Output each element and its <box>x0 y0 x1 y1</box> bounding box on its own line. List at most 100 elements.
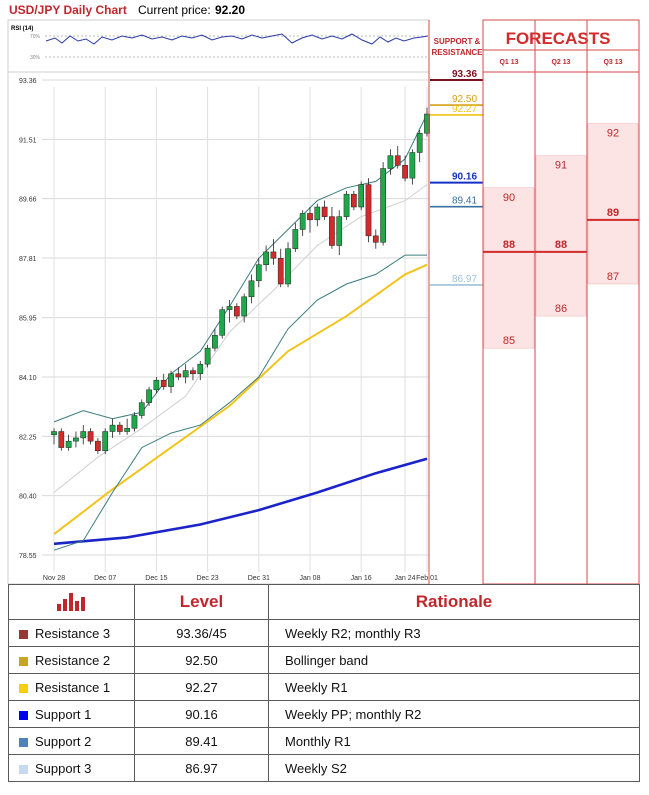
candle-body <box>131 415 138 429</box>
forecast-range <box>587 123 639 285</box>
candle-body <box>255 264 262 282</box>
y-tick-label: 93.36 <box>19 78 37 85</box>
forecast-low: 86 <box>555 303 567 315</box>
level-color-swatch <box>19 710 28 720</box>
levels-table: Level Rationale Resistance 3 93.36/45 Week… <box>8 584 640 782</box>
level-value: 92.27 <box>134 673 269 701</box>
bar-chart-icon <box>56 593 87 611</box>
candle-body <box>299 213 306 230</box>
sr-header-line2: RESISTANCE <box>432 48 484 57</box>
x-tick-label: Nov 28 <box>43 575 65 582</box>
candle-body <box>270 251 277 259</box>
candle-body <box>248 280 255 298</box>
y-tick-label: 80.40 <box>19 494 37 501</box>
x-tick-label: Dec 07 <box>94 575 116 582</box>
candle-body <box>58 431 65 448</box>
candle-body <box>307 213 313 221</box>
candle-body <box>80 431 87 439</box>
candle-body <box>124 428 130 432</box>
current-price-label: Current price: <box>138 3 211 17</box>
price-chart: USD/JPY Daily Chart Current price: 92.20… <box>7 3 640 584</box>
level-name: Resistance 1 <box>35 679 111 695</box>
level-name-cell: Support 1 <box>8 700 135 728</box>
level-value: 90.16 <box>134 700 269 728</box>
candle-body <box>146 389 152 403</box>
forecast-range <box>535 155 587 317</box>
price-plot-area <box>42 87 429 571</box>
table-row: Support 3 86.97 Weekly S2 <box>8 754 640 782</box>
candle-body <box>51 431 57 435</box>
candle-body <box>292 229 299 249</box>
candle-body <box>65 440 72 448</box>
level-color-swatch <box>19 737 28 747</box>
candle-body <box>277 258 284 285</box>
candle-body <box>197 363 204 375</box>
forecast-mid: 88 <box>503 239 515 251</box>
candle-body <box>365 184 372 237</box>
candle-body <box>102 431 109 452</box>
candle-body <box>87 431 94 442</box>
forecast-high: 92 <box>607 128 619 140</box>
table-row: Resistance 1 92.27 Weekly R1 <box>8 673 640 701</box>
candle-body <box>263 251 269 265</box>
level-color-swatch <box>19 683 28 693</box>
forecast-high: 91 <box>555 160 567 172</box>
forecast-column-label: Q2 13 <box>551 59 570 66</box>
level-rationale: Weekly R1 <box>268 673 640 701</box>
y-tick-label: 78.55 <box>19 553 37 560</box>
level-name: Resistance 2 <box>35 652 111 668</box>
rsi-tick-70: 70% <box>30 34 41 40</box>
chart-title: USD/JPY Daily Chart <box>9 3 127 17</box>
y-tick-label: 87.81 <box>19 256 37 263</box>
x-tick-label: Dec 23 <box>196 575 218 582</box>
candle-body <box>109 424 116 432</box>
level-rationale: Weekly S2 <box>268 754 640 782</box>
candle-body <box>219 309 226 336</box>
y-tick-label: 89.66 <box>19 197 37 204</box>
rsi-label: RSI (14) <box>11 26 33 32</box>
table-row: Support 2 89.41 Monthly R1 <box>8 727 640 755</box>
level-color-swatch <box>19 656 28 666</box>
forecast-mid: 88 <box>555 239 567 251</box>
candle-body <box>160 379 167 387</box>
y-tick-label: 82.25 <box>19 434 37 441</box>
level-label: 89.41 <box>452 196 477 207</box>
candle-body <box>190 370 196 375</box>
x-tick-label: Dec 31 <box>248 575 270 582</box>
candle-body <box>175 373 182 378</box>
table-header-row: Level Rationale <box>8 584 640 620</box>
level-rationale: Weekly R2; monthly R3 <box>268 619 640 647</box>
rsi-line <box>45 33 429 45</box>
level-name-cell: Support 2 <box>8 727 135 755</box>
level-label: 92.27 <box>452 104 477 115</box>
table-row: Resistance 2 92.50 Bollinger band <box>8 646 640 674</box>
candle-body <box>116 424 123 432</box>
current-price-value: 92.20 <box>215 3 245 17</box>
bollinger-lower <box>53 254 427 551</box>
forecast-mid: 89 <box>607 207 619 219</box>
level-name: Resistance 3 <box>35 625 111 641</box>
x-tick-label: Jan 16 <box>351 575 372 582</box>
candle-body <box>321 206 328 217</box>
level-rationale: Bollinger band <box>268 646 640 674</box>
y-tick-label: 85.95 <box>19 316 37 323</box>
level-label: 90.16 <box>452 172 477 183</box>
level-color-swatch <box>19 764 28 774</box>
table-header-rationale: Rationale <box>268 584 640 620</box>
table-row: Resistance 3 93.36/45 Weekly R2; monthly R… <box>8 619 640 647</box>
level-name-cell: Resistance 1 <box>8 673 135 701</box>
x-tick-label: Jan 24 <box>395 575 416 582</box>
level-name-cell: Resistance 2 <box>8 646 135 674</box>
forecast-range <box>483 187 535 349</box>
candle-body <box>168 373 174 387</box>
x-tick-label: Dec 15 <box>145 575 167 582</box>
candle-body <box>402 165 408 179</box>
level-rationale: Monthly R1 <box>268 727 640 755</box>
level-name-cell: Support 3 <box>8 754 135 782</box>
forecasts-title: FORECASTS <box>506 29 611 48</box>
level-value: 86.97 <box>134 754 269 782</box>
forecast-high: 90 <box>503 192 515 204</box>
level-name: Support 1 <box>35 706 92 722</box>
y-tick-label: 91.51 <box>19 137 37 144</box>
moving-average-yellow <box>53 263 428 535</box>
